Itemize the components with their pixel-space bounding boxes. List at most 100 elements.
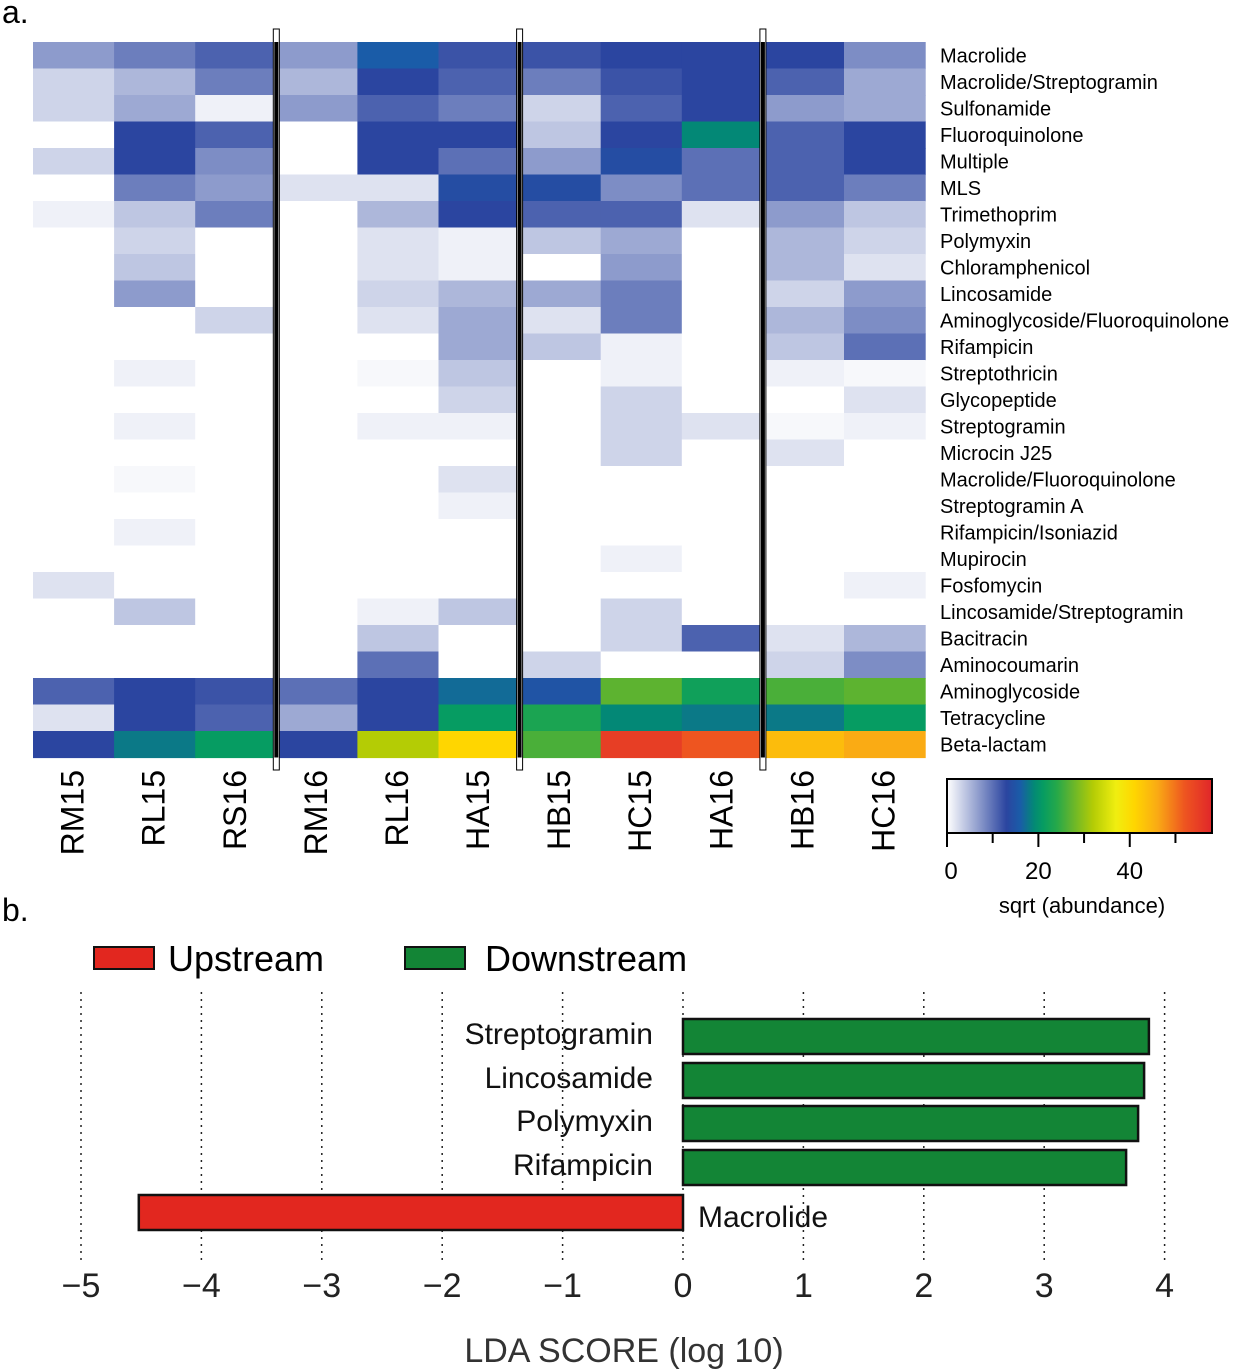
heatmap-cell: [762, 148, 845, 176]
heatmap-cell: [33, 227, 115, 255]
heatmap-row-label: Rifampicin/Isoniazid: [940, 522, 1118, 544]
legend: Upstream Downstream: [93, 938, 687, 979]
heatmap-cell: [438, 466, 521, 494]
heatmap-cell: [357, 466, 440, 494]
heatmap-cell: [519, 95, 602, 123]
heatmap-cell: [681, 42, 764, 70]
lda-tick-label: −1: [543, 1267, 582, 1305]
heatmap-row-label: Streptogramin A: [940, 496, 1084, 518]
heatmap-cell: [276, 439, 358, 467]
heatmap-cell: [519, 254, 602, 282]
heatmap-cell: [600, 333, 683, 361]
heatmap-cell: [114, 704, 196, 732]
heatmap-cell: [114, 492, 196, 520]
heatmap-cell: [681, 572, 764, 600]
heatmap-cell: [114, 333, 196, 361]
heatmap-cell: [762, 174, 845, 202]
heatmap-cell: [844, 227, 926, 255]
heatmap-cell: [519, 731, 602, 759]
heatmap-cell: [33, 95, 115, 123]
heatmap-cell: [762, 439, 845, 467]
heatmap-cell: [844, 68, 926, 96]
heatmap-cell: [600, 386, 683, 414]
heatmap-row-label: MLS: [940, 178, 981, 200]
heatmap-cell: [276, 545, 358, 573]
heatmap-cell: [276, 254, 358, 282]
heatmap-column-label: HA15: [460, 770, 496, 850]
heatmap-column-label: RL16: [379, 770, 415, 847]
heatmap-cell: [276, 201, 358, 229]
heatmap-cell: [519, 386, 602, 414]
heatmap-cell: [195, 731, 277, 759]
heatmap-cell: [519, 360, 602, 388]
heatmap-cell: [195, 42, 277, 70]
heatmap-cell: [357, 598, 440, 626]
heatmap-cell: [519, 307, 602, 335]
heatmap-cell: [844, 466, 926, 494]
heatmap-row-label: Macrolide/Fluoroquinolone: [940, 469, 1176, 491]
heatmap-cell: [438, 42, 521, 70]
heatmap-cell: [33, 280, 115, 308]
heatmap-cell: [600, 572, 683, 600]
heatmap-cell: [357, 307, 440, 335]
heatmap-row-label: Macrolide: [940, 45, 1027, 67]
lda-bar: [681, 1017, 1151, 1056]
heatmap-cell: [681, 492, 764, 520]
heatmap-cell: [357, 254, 440, 282]
heatmap-cell: [844, 598, 926, 626]
lda-tick-label: 0: [674, 1267, 693, 1305]
heatmap-cell: [438, 492, 521, 520]
heatmap-cell: [844, 42, 926, 70]
heatmap-cell: [438, 121, 521, 149]
heatmap-cell: [114, 545, 196, 573]
heatmap-row-label: Microcin J25: [940, 443, 1052, 465]
heatmap-cell: [600, 148, 683, 176]
heatmap-cell: [114, 598, 196, 626]
heatmap-cell: [357, 492, 440, 520]
lda-bar-label: Macrolide: [698, 1201, 828, 1234]
heatmap-cell: [681, 360, 764, 388]
heatmap-cell: [195, 651, 277, 679]
heatmap-cell: [681, 333, 764, 361]
heatmap-row-label: Macrolide/Streptogramin: [940, 72, 1158, 94]
heatmap-cell: [114, 731, 196, 759]
heatmap-cell: [519, 121, 602, 149]
heatmap-cell: [438, 439, 521, 467]
heatmap-cell: [195, 678, 277, 706]
heatmap-cell: [519, 413, 602, 441]
heatmap-cell: [438, 598, 521, 626]
heatmap-cell: [276, 42, 358, 70]
heatmap-row-labels: Macrolide Macrolide/Streptogramin Sulfonam…: [940, 45, 1229, 756]
heatmap-cell: [681, 121, 764, 149]
heatmap-cell: [114, 519, 196, 547]
heatmap-cell: [357, 68, 440, 96]
heatmap-cell: [519, 545, 602, 573]
heatmap-cell: [681, 731, 764, 759]
heatmap-cell: [357, 148, 440, 176]
heatmap-cell: [276, 519, 358, 547]
heatmap-cell: [357, 42, 440, 70]
heatmap-cell: [114, 121, 196, 149]
heatmap-cell: [600, 42, 683, 70]
heatmap-cell: [33, 704, 115, 732]
heatmap-cell: [762, 68, 845, 96]
heatmap-cell: [762, 360, 845, 388]
heatmap-cell: [844, 413, 926, 441]
heatmap-cell: [114, 280, 196, 308]
heatmap-cell: [276, 360, 358, 388]
heatmap-row-label: Beta-lactam: [940, 734, 1047, 756]
heatmap-row-label: Trimethoprim: [940, 204, 1057, 226]
lda-bar: [681, 1148, 1128, 1187]
heatmap-cell: [114, 439, 196, 467]
heatmap-cell: [114, 68, 196, 96]
heatmap-cell: [195, 704, 277, 732]
heatmap-cell: [33, 68, 115, 96]
heatmap-cell: [600, 651, 683, 679]
heatmap-cell: [438, 201, 521, 229]
heatmap-cell: [600, 254, 683, 282]
separator-line: [517, 42, 522, 758]
heatmap-cell: [600, 439, 683, 467]
heatmap-cell: [681, 254, 764, 282]
heatmap-cell: [195, 95, 277, 123]
heatmap-cell: [762, 227, 845, 255]
